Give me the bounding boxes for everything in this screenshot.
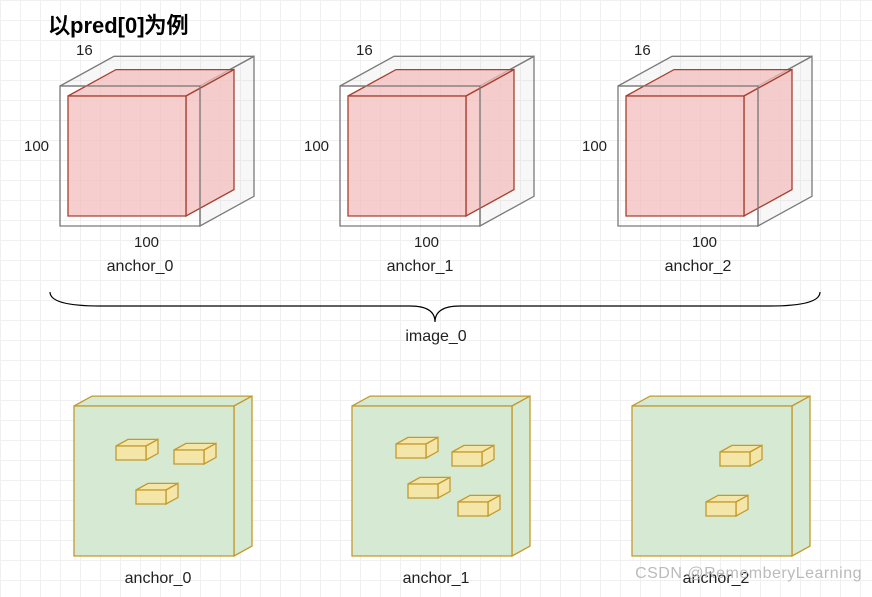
dim-bottom: 100 <box>414 234 439 251</box>
slab-svg-0 <box>58 388 278 568</box>
slab-svg-2 <box>616 388 836 568</box>
anchor-label: anchor_2 <box>598 258 798 276</box>
lower-anchor-label: anchor_2 <box>616 570 816 588</box>
anchor-cube-1: 16 100 100 anchor_1 <box>320 36 600 296</box>
lower-anchor-2: anchor_2 <box>616 388 856 588</box>
dim-bottom: 100 <box>134 234 159 251</box>
dim-top: 16 <box>356 42 373 59</box>
lower-slab-row: anchor_0 anchor_1 anchor_2 <box>0 388 872 588</box>
curly-brace <box>40 290 830 330</box>
dim-top: 16 <box>76 42 93 59</box>
anchor-label: anchor_0 <box>40 258 240 276</box>
diagram-container: 以pred[0]为例 16 100 100 anchor_0 16 100 10… <box>0 0 872 597</box>
lower-anchor-1: anchor_1 <box>336 388 576 588</box>
cube-svg-2 <box>598 36 838 246</box>
lower-anchor-label: anchor_1 <box>336 570 536 588</box>
dim-left: 100 <box>582 138 607 155</box>
dim-left: 100 <box>304 138 329 155</box>
brace-label: image_0 <box>0 328 872 346</box>
anchor-cube-0: 16 100 100 anchor_0 <box>40 36 320 296</box>
slab-svg-1 <box>336 388 556 568</box>
dim-left: 100 <box>24 138 49 155</box>
anchor-label: anchor_1 <box>320 258 520 276</box>
dim-bottom: 100 <box>692 234 717 251</box>
lower-anchor-label: anchor_0 <box>58 570 258 588</box>
cube-svg-0 <box>40 36 280 246</box>
cube-svg-1 <box>320 36 560 246</box>
anchor-cube-2: 16 100 100 anchor_2 <box>598 36 872 296</box>
dim-top: 16 <box>634 42 651 59</box>
lower-anchor-0: anchor_0 <box>58 388 298 588</box>
top-cube-row: 16 100 100 anchor_0 16 100 100 anchor_1 … <box>0 36 872 296</box>
